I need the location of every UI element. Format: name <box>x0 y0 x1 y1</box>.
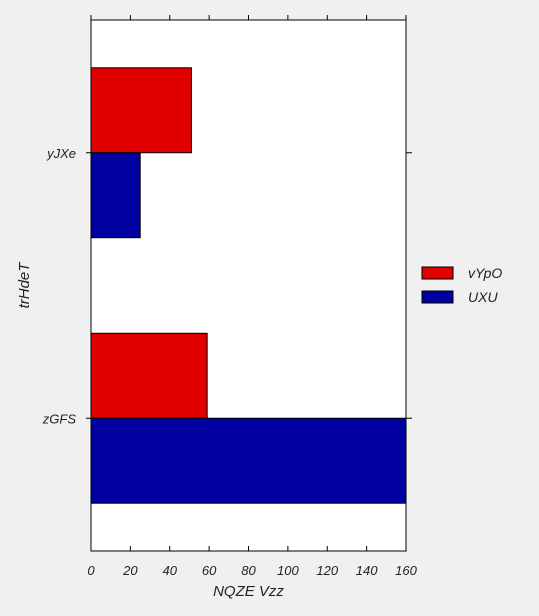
x-tick-label: 140 <box>356 563 378 578</box>
bar-vypo-yjxe <box>90 67 192 154</box>
x-tick-label: 0 <box>87 563 95 578</box>
x-tick-label: 160 <box>395 563 417 578</box>
x-tick-label: 120 <box>316 563 338 578</box>
y-tick-label: yJXe <box>46 146 76 161</box>
legend-label-vypo: vYpO <box>468 265 502 281</box>
x-axis-title: NQZE Vzz <box>213 583 284 600</box>
x-tick-label: 80 <box>241 563 256 578</box>
legend-swatch-uxu <box>421 290 454 304</box>
legend: vYpO UXU <box>421 265 502 305</box>
legend-swatch-vypo <box>421 266 454 280</box>
bar-vypo-zgfs <box>90 332 208 419</box>
x-axis: 0 20 40 60 80 100 120 140 160 <box>87 15 418 578</box>
y-tick-label: zGFS <box>42 411 77 426</box>
y-axis: yJXe zGFS <box>42 146 412 426</box>
bar-uxu-zgfs <box>90 417 407 504</box>
x-tick-label: 40 <box>163 563 178 578</box>
x-tick-label: 60 <box>202 563 217 578</box>
x-tick-label: 100 <box>277 563 299 578</box>
x-tick-label: 20 <box>122 563 138 578</box>
bar-uxu-yjxe <box>90 152 141 239</box>
legend-label-uxu: UXU <box>468 289 498 305</box>
y-axis-title: trHdeT <box>16 261 33 309</box>
bars-layer <box>90 67 407 504</box>
